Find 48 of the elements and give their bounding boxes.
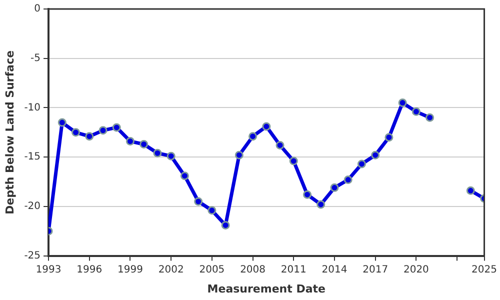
point [426,113,434,122]
point [248,132,258,141]
x-tick-label: 2020 [403,264,429,276]
point [221,220,230,230]
point [72,128,80,137]
y-tick-label: -5 [30,52,41,64]
point [58,118,66,127]
point [344,176,352,184]
point [398,98,407,108]
y-tick-label: 0 [34,4,41,15]
x-tick-label: 2025 [472,264,497,276]
point [289,156,298,166]
x-tick-label: 2017 [362,264,388,276]
point [330,183,339,192]
x-tick-label: 2014 [322,264,348,276]
y-tick-label: -20 [24,201,41,212]
point [316,200,326,209]
point [153,148,162,158]
point [371,150,380,160]
y-tick-label: -15 [24,152,41,163]
point [194,197,203,206]
point [180,172,189,180]
point [303,190,312,199]
point [166,152,176,160]
x-tick-label: 1993 [36,264,62,276]
x-tick-label: 2005 [199,264,225,276]
point [112,123,121,132]
point [262,122,271,131]
point [357,160,366,168]
x-tick-label: 1999 [118,264,143,276]
point [234,150,244,160]
x-tick-label: 2011 [280,264,306,276]
point [126,137,134,146]
point [140,140,148,148]
point [412,107,420,116]
y-axis-title: Depth Below Land Surface [3,50,16,214]
x-axis-title: Measurement Date [207,282,326,296]
x-tick-label: 2002 [158,264,184,276]
point [85,132,94,141]
y-tick-label: -25 [24,250,41,262]
x-tick-label: 1996 [76,264,102,276]
point [276,140,284,150]
y-tick-label: -10 [24,102,41,114]
point [208,206,216,215]
point [384,133,394,142]
point [466,186,475,195]
point [98,126,108,135]
x-tick-label: 2008 [240,264,266,276]
